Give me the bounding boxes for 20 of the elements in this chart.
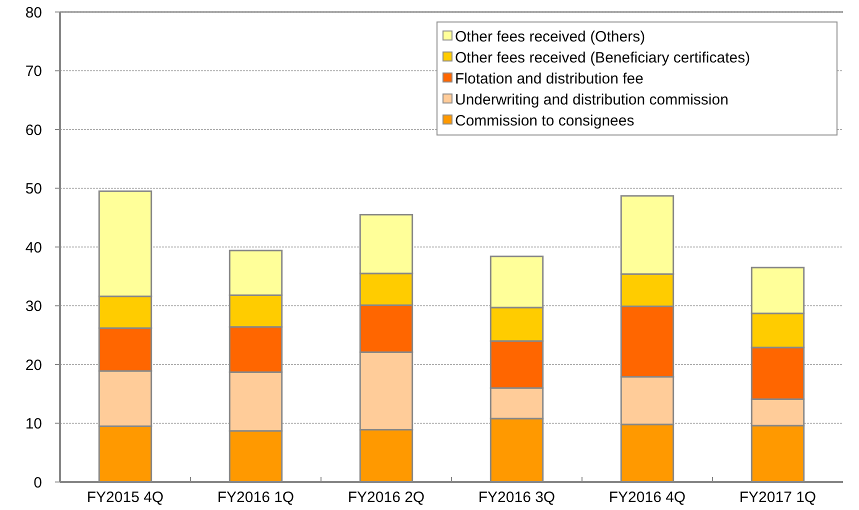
legend-label: Other fees received (Others) [455, 28, 646, 46]
legend-label: Other fees received (Beneficiary certificates) [455, 49, 750, 66]
legend-label: Underwriting and distribution commission [455, 91, 728, 108]
legend-label: Commission to consignees [455, 112, 634, 130]
y-tick-label: 40 [25, 239, 42, 256]
y-tick-label: 70 [25, 63, 42, 80]
x-tick-label: FY2016 1Q [217, 489, 294, 506]
legend-label: Flotation and distribution fee [455, 70, 644, 88]
y-tick-label: 30 [25, 298, 42, 315]
y-tick-label: 50 [25, 180, 42, 198]
x-tick-label: FY2015 4Q [86, 489, 164, 506]
x-tick-label: FY2016 4Q [608, 489, 686, 506]
y-tick-label: 60 [25, 122, 42, 139]
y-tick-label: 10 [25, 416, 42, 432]
y-tick-label: 20 [25, 356, 42, 374]
x-tick-label: FY2016 2Q [348, 489, 425, 506]
y-tick-label: 0 [34, 474, 42, 492]
x-tick-label: FY2017 1Q [739, 489, 816, 506]
x-tick-label: FY2016 3Q [478, 489, 556, 506]
y-tick-label: 80 [25, 4, 42, 22]
